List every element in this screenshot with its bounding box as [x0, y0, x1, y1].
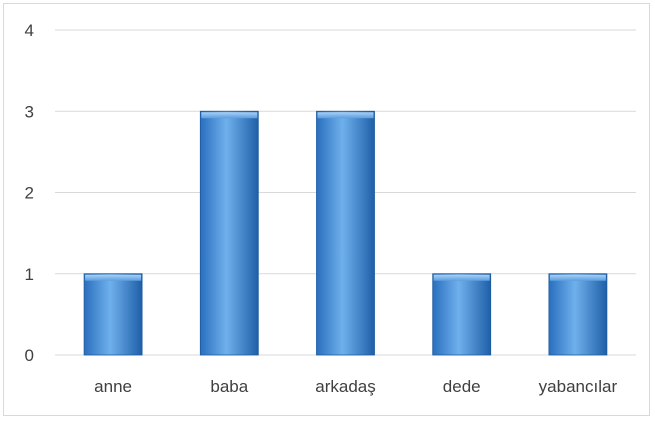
x-category-label: yabancılar [539, 377, 618, 396]
x-axis-labels: anne baba arkadaş dede yabancılar [94, 377, 617, 396]
bar-rect [83, 273, 143, 356]
bar-highlight [433, 274, 490, 281]
y-tick-label: 0 [25, 346, 34, 365]
y-tick-label: 4 [25, 21, 34, 40]
bars [83, 110, 608, 356]
x-category-label: arkadaş [315, 377, 375, 396]
bar-arkadaş [316, 110, 375, 356]
x-category-label: baba [210, 377, 248, 396]
y-tick-label: 2 [25, 184, 34, 203]
bar-baba [199, 110, 259, 356]
y-axis-ticks: 0 1 2 3 4 [25, 21, 34, 365]
bar-rect [548, 273, 608, 356]
bar-yabancılar [548, 273, 608, 356]
bar-rect [316, 110, 375, 356]
bar-rect [432, 273, 492, 356]
bar-highlight [549, 274, 606, 281]
bar-rect [199, 110, 259, 356]
x-category-label: anne [94, 377, 132, 396]
bar-highlight [85, 274, 142, 281]
bar-anne [83, 273, 143, 356]
bar-highlight [201, 112, 258, 119]
bar-dede [432, 273, 492, 356]
x-category-label: dede [443, 377, 481, 396]
y-tick-label: 1 [25, 265, 34, 284]
y-tick-label: 3 [25, 102, 34, 121]
bar-highlight [317, 112, 374, 119]
